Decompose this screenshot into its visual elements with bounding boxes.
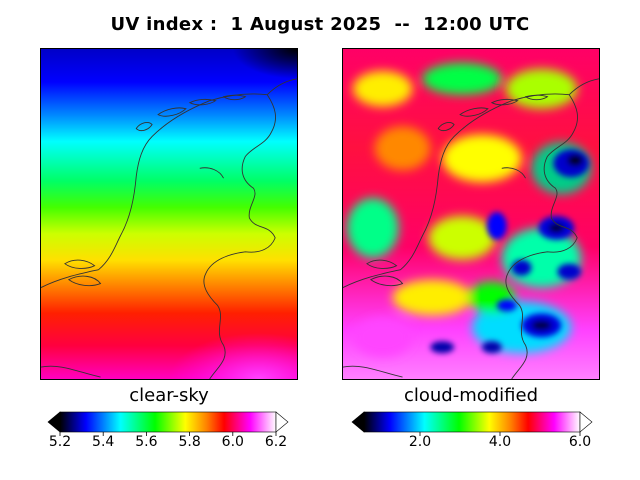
colorbar-ticks	[419, 432, 581, 436]
colorbar-max-extend	[275, 411, 289, 433]
colorbar-tick-label: 4.0	[488, 434, 512, 450]
colorbar-tick-label: 5.2	[48, 434, 72, 450]
colorbar-ramp	[59, 411, 277, 433]
colorbar-tick-label: 6.0	[221, 434, 244, 450]
colorbar-ramp	[363, 411, 581, 433]
map-title: UV index : 1 August 2025 -- 12:00 UTC	[110, 14, 530, 35]
colorbar-min-extend	[351, 411, 365, 433]
colorbar-tick-label: 2.0	[408, 434, 432, 450]
clear-sky-label: clear-sky	[129, 385, 209, 406]
cloud-modified-colorbar	[351, 411, 593, 436]
coastline	[343, 78, 599, 379]
clear-sky-south-shade	[41, 247, 297, 379]
colorbar-tick-label: 5.8	[178, 434, 201, 450]
clear-sky-colorbar	[47, 411, 289, 436]
cloud-modified-map[interactable]	[342, 48, 600, 380]
colorbar-tick-label: 5.4	[92, 434, 115, 450]
cloud-modified-label: cloud-modified	[403, 385, 539, 406]
clear-sky-map[interactable]	[40, 48, 298, 380]
colorbar-ticks	[59, 432, 277, 436]
colorbar-tick-label: 6.2	[264, 434, 288, 450]
coastline	[41, 78, 297, 379]
cloud-patches-dark	[430, 149, 590, 354]
colorbar-tick-label: 6.0	[568, 434, 592, 450]
colorbar-max-extend	[579, 411, 593, 433]
colorbar-min-extend	[47, 411, 61, 433]
clear-sky-north-shade	[41, 49, 297, 169]
colorbar-tick-label: 5.6	[135, 434, 158, 450]
